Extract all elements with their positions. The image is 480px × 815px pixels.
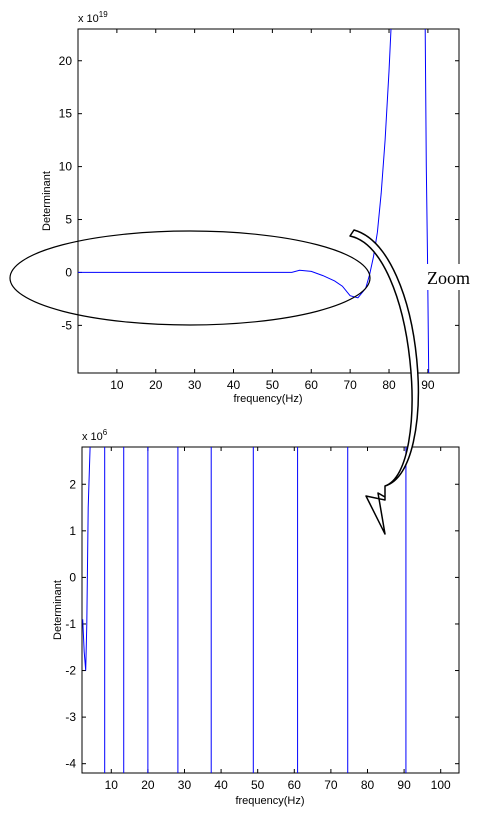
bottom-x-tick-label: 40 [214,778,228,792]
bottom-x-tick-label: 20 [141,778,155,792]
top-y-scale-label: x 1019 [78,10,108,25]
zoom-ellipse [9,230,371,326]
zoom-label: Zoom [427,268,470,288]
bottom-x-tick-label: 50 [251,778,265,792]
bottom-y-tick-label: -1 [65,617,76,631]
top-series-group [78,29,430,373]
bottom-y-tick-label: 1 [69,524,76,538]
top-series-line [78,29,392,299]
top-x-tick-label: 70 [343,378,357,392]
bottom-plot-area [81,446,460,774]
bottom-y-scale-label: x 106 [82,428,108,443]
bottom-x-tick-label: 30 [178,778,192,792]
top-x-tick-label: 60 [305,378,319,392]
top-y-tick-label: 10 [59,160,73,174]
top-y-tick-label: -5 [61,318,72,332]
bottom-y-tick-label: -4 [65,757,76,771]
bottom-x-tick-label: 80 [361,778,375,792]
bottom-x-tick-label: 100 [431,778,451,792]
top-x-tick-label: 20 [149,378,163,392]
bottom-y-axis-label: Determinant [52,580,64,640]
bottom-axis-ticks: 10 20 30 40 50 60 70 80 90 100 -4 -3 -2 -1 0 1 2 [65,447,459,792]
bottom-x-tick-label: 90 [397,778,411,792]
bottom-x-tick-label: 60 [288,778,302,792]
top-x-tick-label: 80 [382,378,396,392]
bottom-y-tick-label: -2 [65,664,76,678]
top-y-tick-label: 15 [59,107,73,121]
top-y-scale-exp: 19 [99,10,108,19]
bottom-y-scale-exp: 6 [103,428,108,437]
bottom-x-axis-label: frequency(Hz) [235,795,304,807]
zoom-label-bg [424,264,474,290]
top-y-tick-label: 5 [65,213,72,227]
bottom-chart: 10 20 30 40 50 60 70 80 90 100 -4 -3 -2 -1 0 1 2 x 106 f… [52,428,460,807]
top-y-tick-label: 20 [59,54,73,68]
top-x-tick-label: 30 [188,378,202,392]
top-x-tick-label: 50 [266,378,280,392]
bottom-y-tick-label: 2 [69,477,76,491]
curved-arrow [349,229,420,535]
top-y-axis-label: Determinant [41,171,53,231]
top-x-axis-label: frequency(Hz) [233,393,302,405]
top-y-tick-label: 0 [65,265,72,279]
top-chart: 10 20 30 40 50 60 70 80 90 -5 0 5 10 15 20 x 1019 freq… [41,10,460,405]
top-x-tick-label: 40 [227,378,241,392]
bottom-x-tick-label: 10 [105,778,119,792]
bottom-initial-curve [82,447,91,671]
top-x-tick-label: 10 [110,378,124,392]
top-series-line [424,29,430,373]
top-axis-ticks: 10 20 30 40 50 60 70 80 90 -5 0 5 10 15 20 [59,29,459,392]
bottom-series-group [82,447,407,773]
bottom-y-tick-label: 0 [69,570,76,584]
bottom-x-tick-label: 70 [324,778,338,792]
top-plot-area [77,28,460,374]
bottom-y-tick-label: -3 [65,710,76,724]
top-x-tick-label: 90 [421,378,435,392]
